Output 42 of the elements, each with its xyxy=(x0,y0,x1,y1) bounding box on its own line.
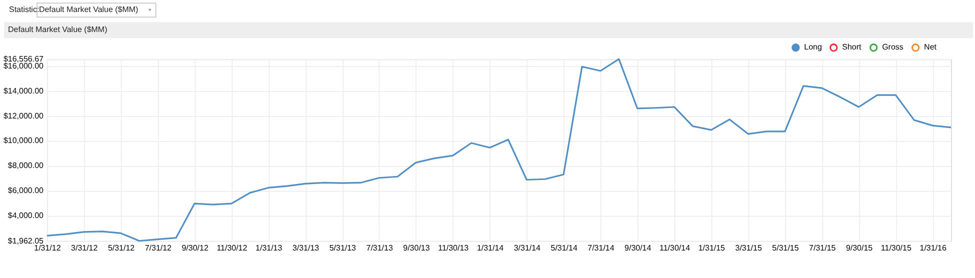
y-tick-label: $12,000.00 xyxy=(3,111,44,120)
legend-label: Net xyxy=(924,42,938,52)
x-tick-label: 3/31/15 xyxy=(735,243,762,252)
x-tick-label: 1/31/14 xyxy=(476,243,504,252)
chart-title: Default Market Value ($MM) xyxy=(8,25,108,34)
legend-label: Short xyxy=(842,42,862,52)
x-tick-label: 7/31/14 xyxy=(588,243,615,252)
y-tick-label: $8,000.00 xyxy=(8,161,44,170)
x-tick-label: 7/31/12 xyxy=(144,243,172,252)
text: Statistic: xyxy=(8,5,40,14)
x-tick-label: 9/30/15 xyxy=(846,243,874,252)
x-tick-label: 5/31/13 xyxy=(329,243,357,252)
x-tick-label: 9/30/14 xyxy=(624,243,652,252)
y-tick-label: $10,000.00 xyxy=(3,136,44,146)
text: Default Market Value ($MM) xyxy=(38,5,139,14)
x-tick-label: 5/31/15 xyxy=(772,243,800,252)
y-tick-label: $6,000.00 xyxy=(8,186,44,196)
x-tick-label: 11/30/15 xyxy=(880,243,912,252)
line-series xyxy=(46,58,952,242)
x-tick-label: 5/31/14 xyxy=(550,243,578,252)
x-tick-label: 5/31/12 xyxy=(108,243,136,252)
y-tick-label: $14,000.00 xyxy=(3,86,44,96)
x-tick-label: 3/31/12 xyxy=(71,243,98,252)
x-tick-label: 11/30/14 xyxy=(660,243,691,252)
y-tick-label: $1,962.05 xyxy=(8,236,44,246)
x-tick-label: 9/30/12 xyxy=(182,243,209,252)
x-tick-label: 7/31/15 xyxy=(809,243,836,252)
x-tick-label: 3/31/14 xyxy=(514,243,542,252)
x-tick-label: 11/30/13 xyxy=(438,243,470,252)
x-tick-label: 1/31/13 xyxy=(256,243,283,252)
legend-label: Gross xyxy=(882,42,904,52)
x-tick-label: 9/30/13 xyxy=(403,243,430,252)
x-tick-label: 3/31/13 xyxy=(292,243,320,252)
legend-label: Long xyxy=(804,42,822,52)
x-tick-label: 1/31/12 xyxy=(34,243,62,252)
x-tick-label: 7/31/13 xyxy=(366,243,394,252)
y-tick-label: $4,000.00 xyxy=(8,210,44,220)
y-tick-label: $16,000.00 xyxy=(3,62,44,70)
x-tick-label: 1/31/16 xyxy=(920,243,947,252)
x-tick-label: 1/31/15 xyxy=(698,243,726,252)
x-tick-label: 11/30/12 xyxy=(216,243,248,252)
y-tick-label: $16,556.67 xyxy=(3,54,44,64)
